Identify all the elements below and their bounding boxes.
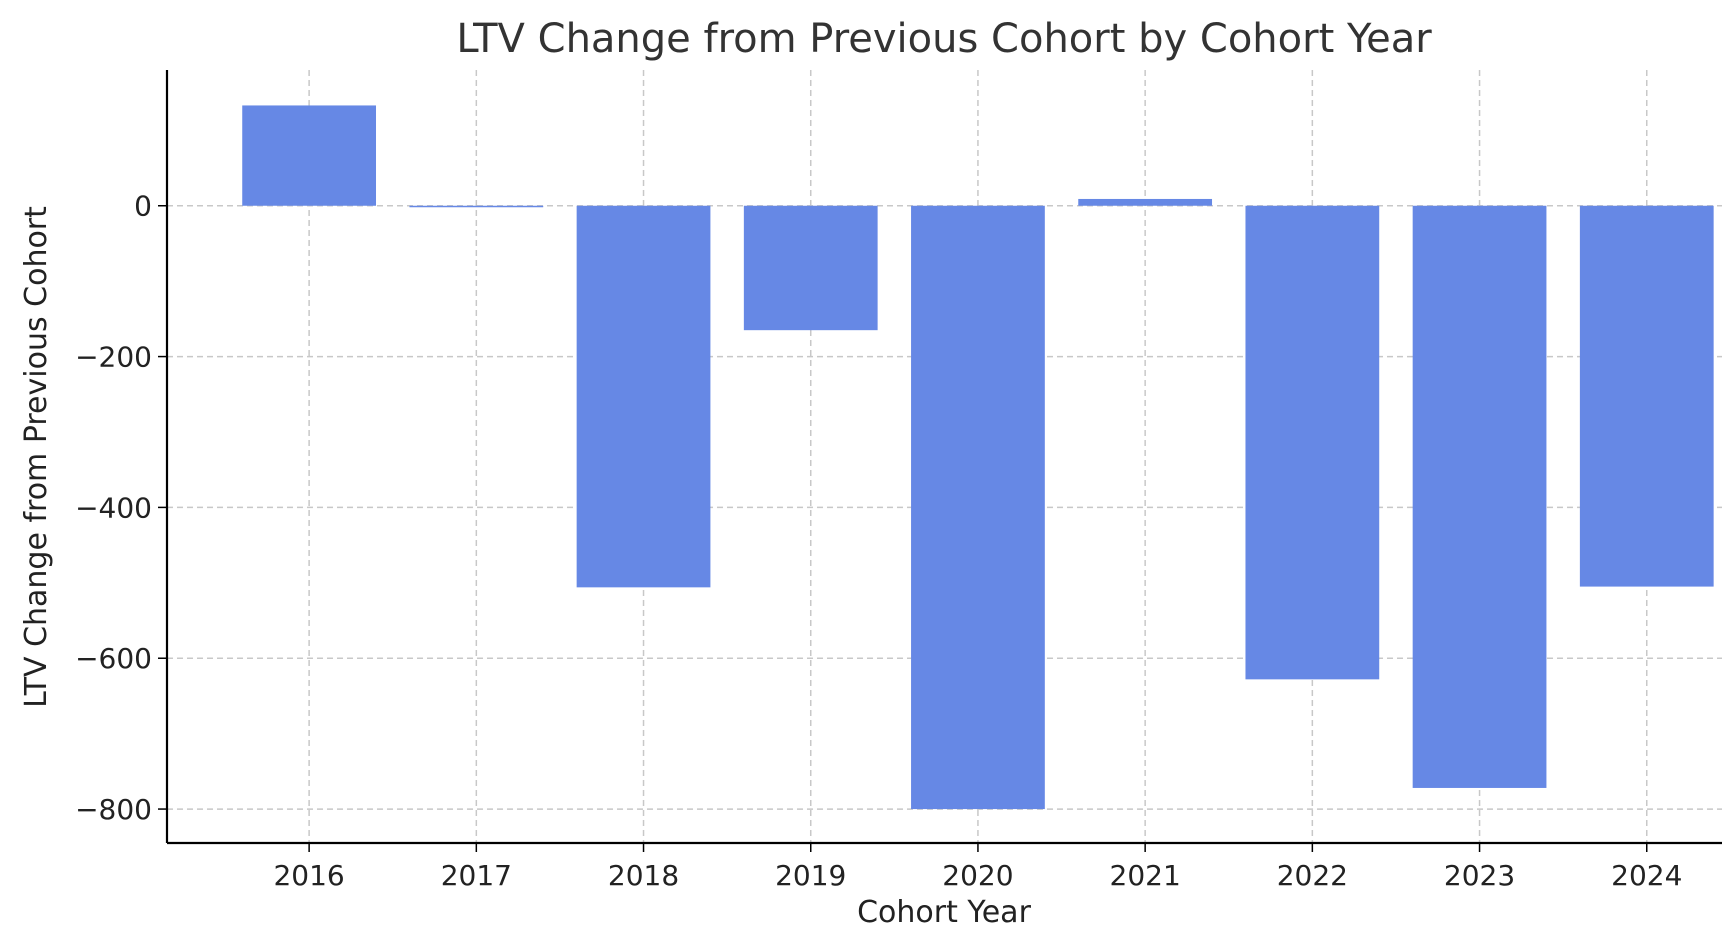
bar-2020 bbox=[911, 205, 1045, 810]
y-tick-label: 0 bbox=[134, 190, 152, 223]
y-axis-label: LTV Change from Previous Cohort bbox=[19, 206, 54, 708]
x-tick-label-2018: 2018 bbox=[608, 859, 679, 892]
x-tick-labels: 2016 2017 2018 2019 2020 2021 2022 2023 2024 bbox=[273, 859, 1682, 892]
x-axis-label: Cohort Year bbox=[857, 895, 1031, 930]
bar-2019 bbox=[743, 205, 878, 331]
x-tick-label-2022: 2022 bbox=[1277, 859, 1348, 892]
bar-2023 bbox=[1412, 205, 1547, 788]
y-tick-label: −400 bbox=[75, 491, 152, 524]
bar-2022 bbox=[1245, 205, 1380, 680]
y-tick-label: −800 bbox=[75, 793, 152, 826]
x-tick-label-2023: 2023 bbox=[1444, 859, 1515, 892]
bar-2017 bbox=[409, 205, 544, 208]
axes bbox=[158, 70, 1722, 852]
chart-title: LTV Change from Previous Cohort by Cohor… bbox=[456, 16, 1432, 62]
x-tick-label-2020: 2020 bbox=[942, 859, 1013, 892]
x-tick-label-2016: 2016 bbox=[273, 859, 344, 892]
y-tick-label: −200 bbox=[75, 341, 152, 374]
bar-2021 bbox=[1078, 198, 1213, 206]
x-tick-label-2024: 2024 bbox=[1611, 859, 1682, 892]
bar-2016 bbox=[242, 105, 377, 206]
x-tick-label-2019: 2019 bbox=[775, 859, 846, 892]
x-tick-label-2017: 2017 bbox=[441, 859, 512, 892]
x-tick-label-2021: 2021 bbox=[1110, 859, 1181, 892]
bar-2018 bbox=[576, 205, 711, 588]
bars bbox=[242, 105, 1714, 810]
y-tick-labels: 0 −200 −400 −600 −800 bbox=[75, 190, 152, 826]
bar-2024 bbox=[1579, 205, 1714, 587]
y-tick-label: −600 bbox=[75, 642, 152, 675]
